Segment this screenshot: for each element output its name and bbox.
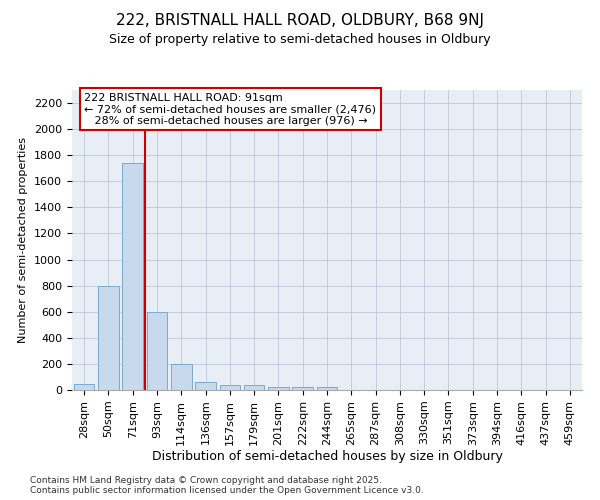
Bar (122, 163, 143, 390)
Bar (195, 382, 216, 390)
Text: 222 BRISTNALL HALL ROAD: 91sqm
← 72% of semi-detached houses are smaller (2,476): 222 BRISTNALL HALL ROAD: 91sqm ← 72% of … (84, 92, 376, 126)
Bar (268, 386, 289, 390)
Text: Size of property relative to semi-detached houses in Oldbury: Size of property relative to semi-detach… (109, 32, 491, 46)
Y-axis label: Number of semi-detached properties: Number of semi-detached properties (19, 137, 28, 343)
Text: Contains HM Land Registry data © Crown copyright and database right 2025.
Contai: Contains HM Land Registry data © Crown c… (30, 476, 424, 495)
Bar (74, 384, 94, 390)
Bar (171, 364, 191, 390)
X-axis label: Distribution of semi-detached houses by size in Oldbury: Distribution of semi-detached houses by … (152, 450, 502, 464)
Bar (244, 386, 265, 390)
Text: 222, BRISTNALL HALL ROAD, OLDBURY, B68 9NJ: 222, BRISTNALL HALL ROAD, OLDBURY, B68 9… (116, 12, 484, 28)
Bar (317, 386, 337, 390)
Bar (146, 312, 167, 390)
Bar (292, 386, 313, 390)
Bar (98, 286, 119, 390)
Bar (220, 385, 240, 390)
